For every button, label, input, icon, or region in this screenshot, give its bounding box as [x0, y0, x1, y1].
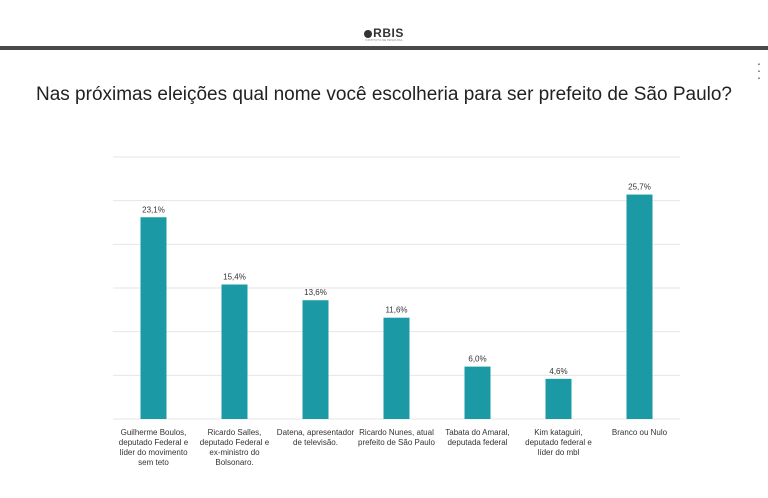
data-label: 4,6%: [549, 367, 567, 376]
bar: [545, 378, 572, 419]
bar: [464, 366, 491, 419]
logo-text: RBIS: [373, 26, 404, 40]
logo-subtitle: INSTITUTO DE PESQUISA: [365, 38, 403, 42]
logo-mark-icon: [364, 30, 373, 38]
bar: [140, 217, 167, 419]
bar: [626, 194, 653, 419]
orbis-logo: RBIS: [0, 26, 768, 40]
data-label: 23,1%: [142, 205, 165, 214]
bar: [302, 300, 329, 419]
category-label: Datena, apresentador de televisão.: [277, 428, 355, 447]
chart-title: Nas próximas eleições qual nome você esc…: [35, 84, 732, 105]
category-label: Kim kataguiri, deputado federal e líder do…: [525, 428, 592, 457]
category-label: Ricardo Salles, deputado Federal e ex-mini…: [200, 428, 270, 467]
data-label: 25,7%: [628, 183, 651, 192]
more-options-icon[interactable]: · · ·: [756, 55, 762, 85]
data-label: 15,4%: [223, 273, 246, 282]
category-label: Branco ou Nulo: [612, 428, 668, 437]
data-label: 11,6%: [385, 306, 407, 315]
data-label: 13,6%: [304, 288, 327, 297]
top-bar: [0, 0, 768, 46]
category-label: Ricardo Nunes, atual prefeito de São Paul…: [358, 428, 435, 447]
data-label: 6,0%: [468, 355, 486, 364]
header-divider: [0, 46, 768, 50]
category-label: Tabata do Amaral, deputada federal: [445, 428, 509, 447]
category-label: Guilherme Boulos, deputado Federal e líder…: [119, 428, 189, 467]
bar: [383, 317, 410, 419]
bar: [221, 284, 248, 419]
